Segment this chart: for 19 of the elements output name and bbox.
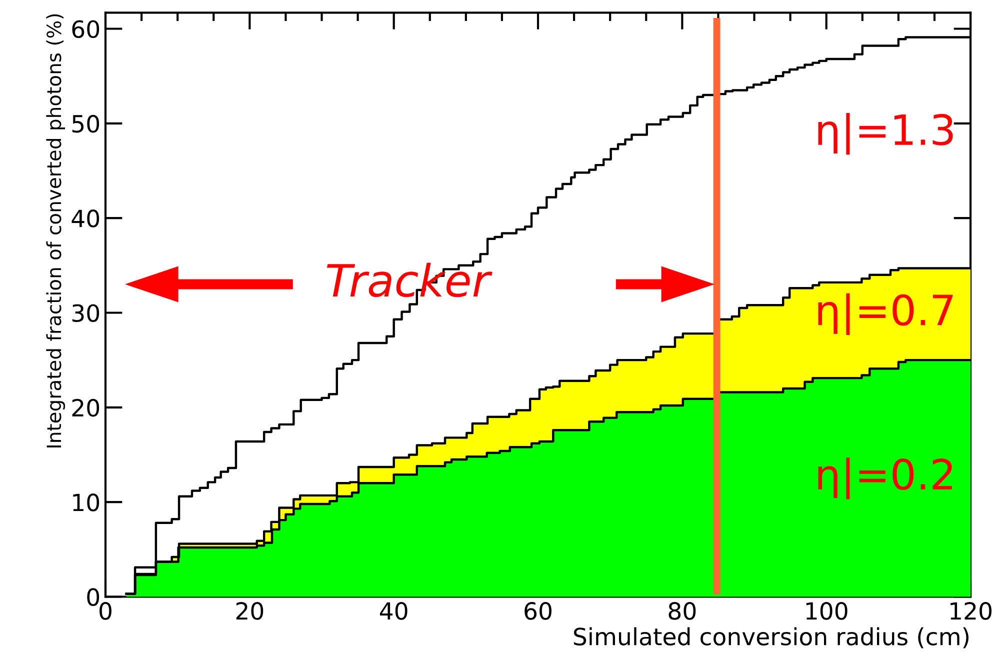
x-tick-label: 20 xyxy=(236,602,264,620)
y-tick-label: 50 xyxy=(72,114,100,133)
x-tick-label: 40 xyxy=(380,602,408,620)
y-axis-title: Integrated fraction of converted photons (%) xyxy=(46,14,66,448)
x-axis-title: Simulated conversion radius (cm) xyxy=(574,627,968,648)
y-tick-label: 10 xyxy=(73,494,100,512)
annotation: η|=0.2 xyxy=(818,458,952,500)
annotation: η|=0.7 xyxy=(818,293,953,335)
annotation: η|=1.3 xyxy=(818,112,953,155)
x-tick-label: 80 xyxy=(668,602,696,620)
y-tick-label: 30 xyxy=(72,304,100,322)
x-tick-label: 100 xyxy=(806,602,848,620)
y-tick-label: 40 xyxy=(72,210,100,228)
x-tick-label: 120 xyxy=(950,602,992,620)
x-tick-label: 60 xyxy=(524,602,552,620)
y-tick-label: 20 xyxy=(72,398,100,417)
x-tick-label: 0 xyxy=(100,602,112,620)
y-tick-label: 0 xyxy=(87,588,100,606)
y-tick-label: 60 xyxy=(72,20,100,38)
